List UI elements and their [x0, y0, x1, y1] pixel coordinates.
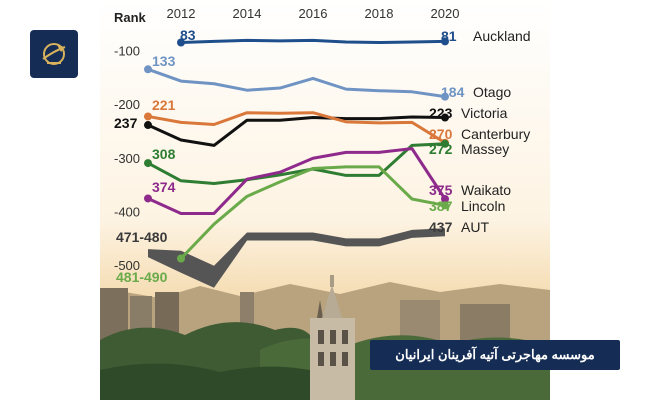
- series-point-end-lincoln: [441, 201, 449, 210]
- series-point-start-otago: [144, 65, 152, 74]
- series-line-waikato: [147, 147, 447, 215]
- series-point-end-massey: [441, 139, 449, 148]
- series-start-value-lincoln: 481-490: [116, 269, 168, 285]
- series-end-value-lincoln: 387: [429, 198, 453, 214]
- chart-axes: Rank 2012 2014 2016 2018 2020 -100 -200 -300 -400…: [114, 6, 459, 273]
- series-start-value-massey: 308: [152, 146, 176, 162]
- series-point-end-auckland: [441, 37, 449, 46]
- series-end-value-waikato: 375: [429, 182, 453, 198]
- series-end-value-victoria: 223: [429, 105, 453, 121]
- series-name-victoria: Victoria: [461, 105, 508, 121]
- y-tick-label: -100: [114, 44, 140, 59]
- y-tick-label: -500: [114, 258, 140, 273]
- series-band-aut: [148, 228, 445, 288]
- series-line-victoria: [147, 115, 446, 147]
- x-tick-label: 2020: [431, 6, 460, 21]
- series-end-value-massey: 272: [429, 141, 453, 157]
- airplane-globe-logo-icon: [42, 43, 66, 65]
- x-tick-label: 2012: [167, 6, 196, 21]
- series-name-otago: Otago: [473, 84, 511, 100]
- banner-text: موسسه مهاجرتی آتیه آفرینان ایرانیان: [395, 347, 595, 362]
- series-name-waikato: Waikato: [461, 182, 511, 198]
- series-name-canterbury: Canterbury: [461, 126, 530, 142]
- series-point-end-victoria: [441, 113, 449, 122]
- series-line-lincoln: [179, 165, 446, 260]
- series-start-value-otago: 133: [152, 53, 176, 69]
- city-skyline-image: [100, 275, 550, 400]
- series-point-start-massey: [144, 159, 152, 168]
- series-line-massey: [147, 142, 446, 185]
- series-point-start-lincoln: [177, 254, 185, 263]
- series-line-canterbury: [147, 111, 446, 144]
- series-name-massey: Massey: [461, 141, 509, 157]
- series-end-value-otago: 184: [441, 84, 465, 100]
- series-name-auckland: Auckland: [473, 28, 531, 44]
- series-start-value-aut: 471-480: [116, 229, 168, 245]
- series-point-start-canterbury: [144, 112, 152, 121]
- chart-series-lines: [144, 37, 449, 263]
- series-name-aut: AUT: [461, 219, 489, 235]
- x-tick-label: 2016: [299, 6, 328, 21]
- series-end-value-canterbury: 270: [429, 126, 453, 142]
- ranking-line-chart: Rank 2012 2014 2016 2018 2020 -100 -200 -300 -400…: [100, 0, 550, 400]
- series-end-value-aut: 437: [429, 219, 453, 235]
- series-start-value-waikato: 374: [152, 179, 176, 195]
- series-start-value-canterbury: 221: [152, 97, 176, 113]
- brand-banner: موسسه مهاجرتی آتیه آفرینان ایرانیان: [370, 340, 620, 370]
- series-end-value-auckland: 81: [441, 28, 457, 44]
- series-point-end-otago: [441, 92, 449, 101]
- x-tick-label: 2014: [233, 6, 262, 21]
- y-tick-label: -400: [114, 204, 140, 219]
- series-point-start-waikato: [144, 194, 152, 203]
- series-line-otago: [147, 67, 446, 99]
- series-point-start-auckland: [177, 38, 185, 47]
- x-tick-label: 2018: [365, 6, 394, 21]
- brand-logo: [30, 30, 78, 78]
- aut-range-band: [148, 228, 445, 288]
- series-point-end-waikato: [441, 195, 449, 203]
- series-start-value-victoria: 237: [114, 115, 138, 131]
- y-axis-title: Rank: [114, 10, 147, 25]
- y-tick-label: -200: [114, 97, 140, 112]
- chart-series-labels: 83 81 Auckland 133 184 Otago 237 223 Victoria 221…: [114, 27, 531, 285]
- chart-area: Rank 2012 2014 2016 2018 2020 -100 -200 -300 -400…: [100, 0, 550, 400]
- series-start-value-auckland: 83: [180, 27, 196, 43]
- series-point-start-victoria: [144, 121, 152, 130]
- series-line-auckland: [180, 38, 446, 44]
- y-tick-label: -300: [114, 151, 140, 166]
- series-name-lincoln: Lincoln: [461, 198, 505, 214]
